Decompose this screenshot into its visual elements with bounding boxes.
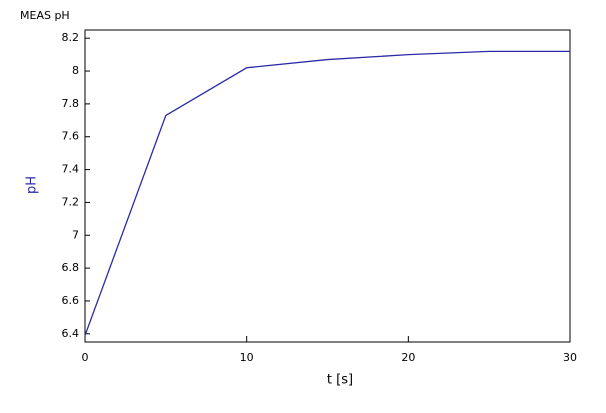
plot-frame bbox=[84, 29, 571, 343]
y-tick-label: 6.6 bbox=[62, 294, 80, 307]
y-tick-label: 7 bbox=[72, 228, 79, 241]
y-tick-label: 8 bbox=[72, 64, 79, 77]
y-tick-label: 8.2 bbox=[62, 31, 80, 44]
y-axis-label: pH bbox=[25, 176, 40, 194]
y-tick-label: 7.6 bbox=[62, 130, 80, 143]
x-tick-label: 30 bbox=[563, 351, 577, 364]
data-line bbox=[84, 50, 570, 336]
y-tick-label: 6.8 bbox=[62, 261, 80, 274]
chart-title: MEAS pH bbox=[20, 9, 70, 22]
y-tick-label: 7.2 bbox=[62, 195, 80, 208]
x-tick-label: 10 bbox=[240, 351, 254, 364]
y-tick-label: 7.8 bbox=[62, 97, 80, 110]
x-tick-label: 20 bbox=[401, 351, 415, 364]
x-axis-label: t [s] bbox=[327, 373, 353, 388]
y-tick-label: 6.4 bbox=[62, 327, 80, 340]
y-tick-label: 7.4 bbox=[62, 163, 80, 176]
x-tick-label: 0 bbox=[82, 351, 89, 364]
